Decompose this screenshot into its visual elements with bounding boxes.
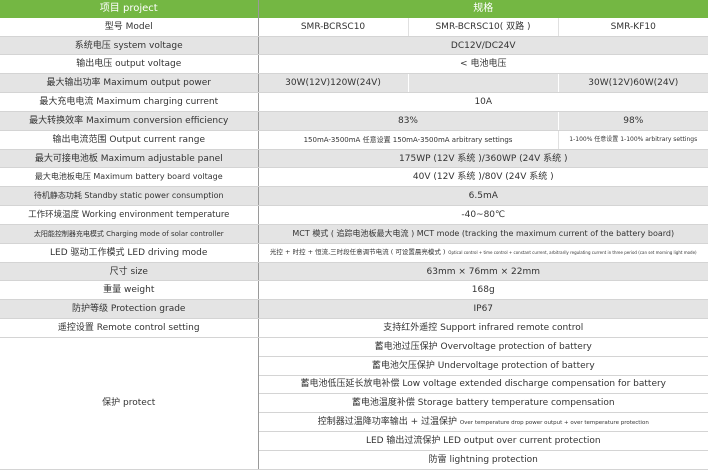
row-remote: 遥控设置 Remote control setting 支持红外遥控 Suppo…: [0, 318, 708, 338]
row-protect: 蓄电池低压延长放电补偿 Low voltage extended dischar…: [0, 375, 708, 395]
row-value: 40V (12V 系统 )/80V (24V 系统 ): [258, 167, 708, 188]
protect-item: 防雷 lightning protection: [258, 450, 708, 470]
model-2: SMR-BCRSC10( 双路 ): [407, 17, 558, 37]
row-max-output-power: 最大输出功率 Maximum output power 30W(12V)120W…: [0, 73, 708, 94]
current-range-3: 1-100% 任意设置 1-100% arbitrary settings: [557, 130, 708, 150]
row-label: 重量 weight: [0, 280, 259, 301]
row-size: 尺寸 size 63mm × 76mm × 22mm: [0, 262, 708, 282]
row-model: 型号 Model SMR-BCRSC10 SMR-BCRSC10( 双路 ) S…: [0, 17, 708, 37]
row-label: 输出电压 output voltage: [0, 54, 259, 75]
row-label: 遥控设置 Remote control setting: [0, 318, 259, 338]
protect-item-cn: 控制器过温降功率输出 + 过温保护: [317, 416, 457, 427]
power-1: 30W(12V)120W(24V): [258, 73, 408, 94]
row-value: 63mm × 76mm × 22mm: [258, 262, 708, 282]
efficiency-12: 83%: [258, 111, 558, 131]
row-label: 型号 Model: [0, 17, 259, 37]
protect-item: 控制器过温降功率输出 + 过温保护 Over temperature drop …: [258, 412, 708, 433]
led-mode-en: Optical control + time control + constan…: [448, 250, 697, 256]
row-grade: 防护等级 Protection grade IP67: [0, 299, 708, 320]
efficiency-3: 98%: [557, 111, 708, 131]
row-label: LED 驱动工作模式 LED driving mode: [0, 243, 259, 263]
row-value: -40~80℃: [258, 205, 708, 225]
model-1: SMR-BCRSC10: [258, 17, 408, 37]
protect-item: 蓄电池低压延长放电补偿 Low voltage extended dischar…: [258, 375, 708, 395]
power-3: 30W(12V)60W(24V): [557, 73, 708, 94]
row-label: 最大输出功率 Maximum output power: [0, 73, 259, 94]
row-label: 待机静态功耗 Standby static power consumption: [0, 186, 259, 207]
row-label: 系统电压 system voltage: [0, 36, 259, 56]
row-value: 支持红外遥控 Support infrared remote control: [258, 318, 708, 338]
row-protect: 控制器过温降功率输出 + 过温保护 Over temperature drop …: [0, 412, 708, 433]
model-3: SMR-KF10: [557, 17, 708, 37]
header-row: 项目 project 规格: [0, 0, 708, 18]
row-label: 最大充电电流 Maximum charging current: [0, 92, 259, 112]
row-label: 工作环境温度 Working environment temperature: [0, 205, 259, 225]
row-value: 10A: [258, 92, 708, 112]
header-spec: 规格: [258, 0, 708, 18]
protect-label: 保护 protect: [0, 337, 259, 470]
row-system-voltage: 系统电压 system voltage DC12V/DC24V: [0, 36, 708, 56]
row-output-current-range: 输出电流范围 Output current range 150mA-3500mA…: [0, 130, 708, 150]
protect-item: 蓄电池温度补偿 Storage battery temperature comp…: [258, 393, 708, 414]
header-item: 项目 project: [0, 0, 259, 18]
led-mode-cn: 光控 + 时控 + 恒流,三时段任意调节电流 ( 可设置晨亮模式 ): [269, 248, 446, 257]
row-protect: 蓄电池温度补偿 Storage battery temperature comp…: [0, 393, 708, 414]
protect-item: 蓄电池过压保护 Overvoltage protection of batter…: [258, 337, 708, 357]
row-weight: 重量 weight 168g: [0, 280, 708, 301]
row-output-voltage: 输出电压 output voltage < 电池电压: [0, 54, 708, 75]
row-value: 6.5mA: [258, 186, 708, 207]
current-range-12: 150mA-3500mA 任意设置 150mA-3500mA arbitrary…: [258, 130, 558, 150]
row-label: 最大电池板电压 Maximum battery board voltage: [0, 167, 259, 188]
row-label: 输出电流范围 Output current range: [0, 130, 259, 150]
protect-item: 蓄电池欠压保护 Undervoltage protection of batte…: [258, 356, 708, 376]
row-value: IP67: [258, 299, 708, 320]
row-label: 尺寸 size: [0, 262, 259, 282]
row-max-charging-current: 最大充电电流 Maximum charging current 10A: [0, 92, 708, 112]
row-led-mode: LED 驱动工作模式 LED driving mode 光控 + 时控 + 恒流…: [0, 243, 708, 263]
row-value: 光控 + 时控 + 恒流,三时段任意调节电流 ( 可设置晨亮模式 ) Optic…: [258, 243, 708, 263]
row-label: 最大转换效率 Maximum conversion efficiency: [0, 111, 259, 131]
row-protect: 蓄电池欠压保护 Undervoltage protection of batte…: [0, 356, 708, 376]
row-label: 太阳能控制器充电模式 Charging mode of solar contro…: [0, 224, 259, 244]
row-label: 最大可接电池板 Maximum adjustable panel: [0, 149, 259, 169]
protect-item-en: Over temperature drop power output + ove…: [459, 419, 649, 426]
row-standby: 待机静态功耗 Standby static power consumption …: [0, 186, 708, 207]
row-value: DC12V/DC24V: [258, 36, 708, 56]
row-max-panel: 最大可接电池板 Maximum adjustable panel 175WP (…: [0, 149, 708, 169]
power-2: [407, 73, 558, 94]
protect-item: LED 输出过流保护 LED output over current prote…: [258, 431, 708, 451]
row-max-board-voltage: 最大电池板电压 Maximum battery board voltage 40…: [0, 167, 708, 188]
row-value: 175WP (12V 系统 )/360WP (24V 系统 ): [258, 149, 708, 169]
row-max-efficiency: 最大转换效率 Maximum conversion efficiency 83%…: [0, 111, 708, 131]
row-temperature: 工作环境温度 Working environment temperature -…: [0, 205, 708, 225]
row-label: 防护等级 Protection grade: [0, 299, 259, 320]
row-value: MCT 模式 ( 追踪电池板最大电流 ) MCT mode (tracking …: [258, 224, 708, 244]
row-protect: 保护 protect 蓄电池过压保护 Overvoltage protectio…: [0, 337, 708, 470]
row-charging-mode: 太阳能控制器充电模式 Charging mode of solar contro…: [0, 224, 708, 244]
row-value: 168g: [258, 280, 708, 301]
row-value: < 电池电压: [258, 54, 708, 75]
